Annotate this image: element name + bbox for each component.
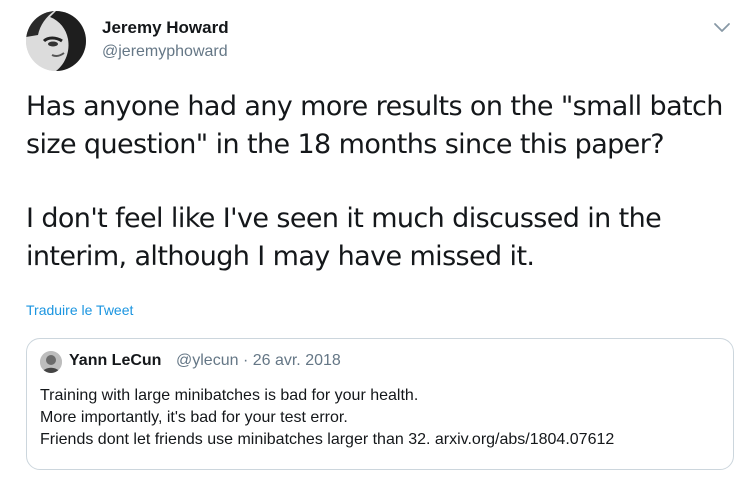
tweet-line: interim, although I may have missed it. (26, 241, 535, 272)
quoted-line: Training with large minibatches is bad f… (40, 387, 419, 404)
quoted-tweet[interactable]: Yann LeCun @ylecun · 26 avr. 2018 Traini… (26, 338, 734, 470)
tweet-line: Has anyone had any more results on the "… (26, 91, 723, 122)
chevron-down-icon[interactable] (712, 17, 732, 37)
author-handle[interactable]: @jeremyphoward (102, 43, 228, 60)
quoted-tweet-body: Training with large minibatches is bad f… (40, 385, 614, 451)
quoted-line: Friends dont let friends use minibatches… (40, 431, 615, 448)
quoted-handle-date: @ylecun · 26 avr. 2018 (176, 352, 341, 369)
tweet-paragraph-1: Has anyone had any more results on the "… (26, 88, 723, 164)
quoted-line: More importantly, it's bad for your test… (40, 409, 348, 426)
tweet-line: I don't feel like I've seen it much disc… (26, 203, 662, 234)
translate-tweet-link[interactable]: Traduire le Tweet (26, 302, 134, 318)
quoted-author-name: Yann LeCun (69, 352, 162, 369)
tweet-paragraph-2: I don't feel like I've seen it much disc… (26, 200, 662, 276)
author-avatar[interactable] (26, 11, 86, 71)
quoted-author-avatar (40, 351, 62, 373)
author-name[interactable]: Jeremy Howard (102, 18, 229, 37)
tweet-line: size question" in the 18 months since th… (26, 129, 665, 160)
